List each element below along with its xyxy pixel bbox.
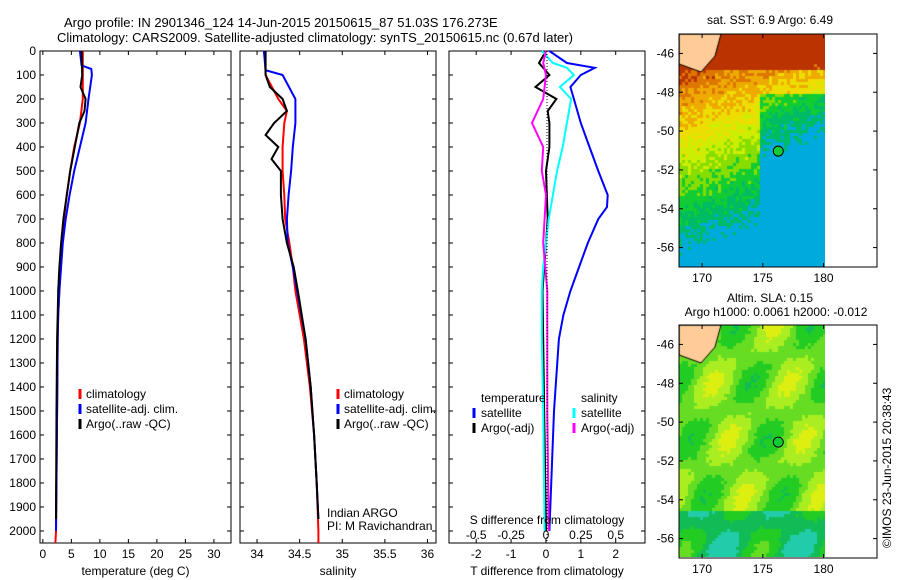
x-tick-label: 1 <box>577 547 584 561</box>
x2-tick-label: -0.5 <box>466 528 487 542</box>
legend-label: satellite-adj. clim. <box>344 402 436 416</box>
y-tick-label: 1200 <box>9 332 36 346</box>
panel-salinity-axes <box>239 50 437 544</box>
y-tick-label: 100 <box>16 68 36 82</box>
lat-tick-label: -50 <box>657 124 675 138</box>
y-tick-label: 300 <box>16 116 36 130</box>
lon-tick-label: 175 <box>753 271 773 285</box>
legend-label: satellite-adj. clim. <box>86 402 178 416</box>
legend-header: temperature <box>481 391 546 405</box>
lon-tick-label: 170 <box>692 562 712 576</box>
x-tick-label: 15 <box>122 547 136 561</box>
y-tick-label: 200 <box>16 92 36 106</box>
argo-position-marker <box>772 145 784 157</box>
lat-tick-label: -56 <box>657 241 675 255</box>
x-tick-label: 2 <box>612 547 619 561</box>
sst-map-image <box>679 34 825 267</box>
figure-title-line2: Climatology: CARS2009. Satellite-adjuste… <box>57 30 573 45</box>
legend-label: satellite <box>581 406 622 420</box>
y-tick-label: 1800 <box>9 476 36 490</box>
y-tick-label: 1100 <box>10 308 36 322</box>
x-tick-label: 35.5 <box>373 547 397 561</box>
sla-map-image <box>679 325 825 557</box>
lat-tick-label: -46 <box>657 46 675 60</box>
series-line-difference-2 <box>540 50 576 532</box>
y-tick-label: 900 <box>16 260 36 274</box>
figure-title-line1: Argo profile: IN 2901346_124 14-Jun-2015… <box>64 15 498 30</box>
x-axis-label: T difference from climatology <box>470 564 624 578</box>
x-axis-label: salinity <box>320 564 357 578</box>
x-tick-label: 35 <box>336 547 350 561</box>
lat-tick-label: -52 <box>657 163 675 177</box>
lat-tick-label: -48 <box>657 85 675 99</box>
y-tick-label: 1400 <box>9 380 36 394</box>
y-tick-label: 1300 <box>9 356 36 370</box>
x-tick-label: 30 <box>207 547 221 561</box>
legend-label: climatology <box>344 387 404 401</box>
sst-map-title: sat. SST: 6.9 Argo: 6.49 <box>707 13 833 27</box>
x-tick-label: 20 <box>150 547 164 561</box>
legend-label: Argo(..raw -QC) <box>86 417 171 431</box>
lat-tick-label: -50 <box>657 415 675 429</box>
legend-header: salinity <box>581 391 618 405</box>
lat-tick-label: -56 <box>657 532 675 546</box>
credit-text: ©IMOS 23-Jun-2015 20:38:43 <box>880 387 894 548</box>
lon-tick-label: 175 <box>753 562 773 576</box>
legend-label: climatology <box>86 387 146 401</box>
x-tick-label: -2 <box>471 547 482 561</box>
y-tick-label: 1600 <box>9 428 36 442</box>
series-line-salinity-2 <box>264 51 320 520</box>
y-tick-label: 1500 <box>9 404 36 418</box>
lat-tick-label: -46 <box>657 337 675 351</box>
annotation-line: PI: M Ravichandran <box>327 519 432 533</box>
lon-tick-label: 180 <box>814 271 834 285</box>
series-line-temperature-2 <box>55 50 87 520</box>
y-tick-label: 1700 <box>9 452 36 466</box>
legend-label: satellite <box>481 406 522 420</box>
panel-temperature-axes <box>39 50 232 544</box>
lat-tick-label: -52 <box>657 454 675 468</box>
x2-tick-label: 0.25 <box>569 528 593 542</box>
x2-tick-label: -0.25 <box>497 528 525 542</box>
x2-tick-label: 0.5 <box>607 528 624 542</box>
legend-label: Argo(..raw -QC) <box>344 417 429 431</box>
x-tick-label: 25 <box>179 547 193 561</box>
lon-tick-label: 180 <box>814 562 834 576</box>
x-axis-label: temperature (deg C) <box>81 564 189 578</box>
x-tick-label: 0 <box>40 547 47 561</box>
y-tick-label: 0 <box>29 44 36 58</box>
x-tick-label: 5 <box>68 547 75 561</box>
x-tick-label: 34.5 <box>288 547 312 561</box>
y-tick-label: 600 <box>16 188 36 202</box>
argo-position-marker <box>772 436 784 448</box>
sla-map-title: Altim. SLA: 0.15 <box>727 291 813 305</box>
map-sla-map-axes <box>678 324 878 559</box>
y-tick-label: 1900 <box>9 500 36 514</box>
y-tick-label: 1000 <box>9 284 36 298</box>
lat-tick-label: -54 <box>657 493 675 507</box>
y-tick-label: 2000 <box>9 524 36 538</box>
map-sst-map-axes <box>678 33 878 268</box>
x-tick-label: 36 <box>421 547 435 561</box>
y-tick-label: 800 <box>16 236 36 250</box>
x-tick-label: 0 <box>543 547 550 561</box>
annotation-line: Indian ARGO <box>327 506 398 520</box>
y-tick-label: 500 <box>16 164 36 178</box>
legend-label: Argo(-adj) <box>481 421 534 435</box>
x-tick-label: -1 <box>506 547 517 561</box>
series-line-difference-0 <box>548 50 609 532</box>
legend-label: Argo(-adj) <box>581 421 634 435</box>
sla-map-subtitle: Argo h1000: 0.0061 h2000: -0.012 <box>685 305 868 319</box>
y-tick-label: 400 <box>16 140 36 154</box>
y-tick-label: 700 <box>16 212 36 226</box>
x2-tick-label: 0 <box>543 528 550 542</box>
lat-tick-label: -48 <box>657 376 675 390</box>
lat-tick-label: -54 <box>657 202 675 216</box>
lon-tick-label: 170 <box>692 271 712 285</box>
x-tick-label: 34 <box>250 547 264 561</box>
x-tick-label: 10 <box>93 547 107 561</box>
